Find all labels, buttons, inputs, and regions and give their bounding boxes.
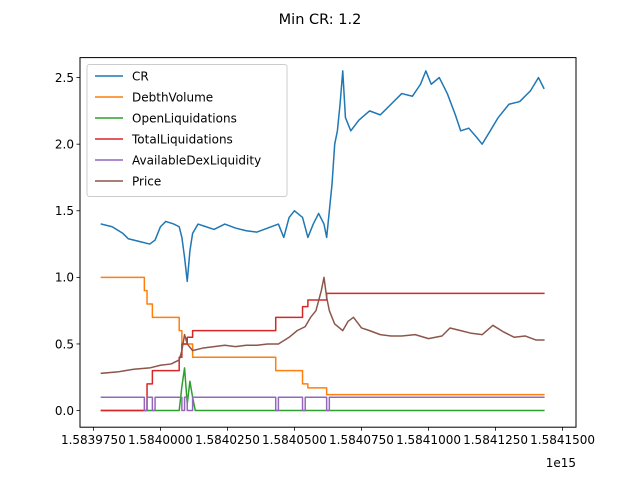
y-tick-label: 2.5 bbox=[55, 71, 74, 85]
series-line-totalliquidations bbox=[100, 292, 545, 412]
axes-frame bbox=[79, 57, 577, 428]
y-tick-label: 2.0 bbox=[55, 137, 74, 151]
chart-title: Min CR: 1.2 bbox=[279, 12, 362, 28]
x-tick-label: 1.5841000 bbox=[396, 433, 461, 447]
y-tick-label: 0.0 bbox=[55, 404, 74, 418]
series-line-availabledexliquidity bbox=[100, 396, 545, 412]
x-tick-label: 1.5841250 bbox=[463, 433, 528, 447]
x-axis: 1.5839750 1.5840000 1.5840250 1.5840500 1.58… bbox=[61, 427, 595, 447]
series-line-price bbox=[100, 276, 545, 375]
x-axis-offset-label: 1e15 bbox=[546, 456, 576, 470]
y-tick-label: 0.5 bbox=[55, 337, 74, 351]
x-tick-label: 1.5840500 bbox=[262, 433, 327, 447]
legend-label: Price bbox=[132, 174, 161, 188]
y-tick-label: 1.5 bbox=[55, 204, 74, 218]
y-tick-label: 1.0 bbox=[55, 271, 74, 285]
x-tick-label: 1.5841500 bbox=[530, 433, 595, 447]
legend-label: OpenLiquidations bbox=[132, 111, 237, 125]
x-tick-label: 1.5840750 bbox=[329, 433, 394, 447]
y-axis: 0.0 0.5 1.0 1.5 2.0 2.5 bbox=[55, 71, 80, 418]
legend-label: CR bbox=[132, 69, 149, 83]
x-tick-label: 1.5840000 bbox=[128, 433, 193, 447]
series-line-debthvolume bbox=[100, 276, 545, 396]
legend: CR DebthVolume OpenLiquidations TotalLiquid… bbox=[86, 64, 288, 197]
series-line-openliquidations bbox=[100, 367, 545, 412]
plot-area bbox=[100, 70, 545, 412]
x-tick-label: 1.5840250 bbox=[195, 433, 260, 447]
x-tick-label: 1.5839750 bbox=[61, 433, 126, 447]
legend-label: DebthVolume bbox=[132, 90, 213, 104]
legend-box bbox=[86, 64, 288, 197]
legend-label: AvailableDexLiquidity bbox=[132, 153, 261, 167]
legend-label: TotalLiquidations bbox=[131, 132, 233, 146]
series-line-cr bbox=[100, 70, 545, 283]
